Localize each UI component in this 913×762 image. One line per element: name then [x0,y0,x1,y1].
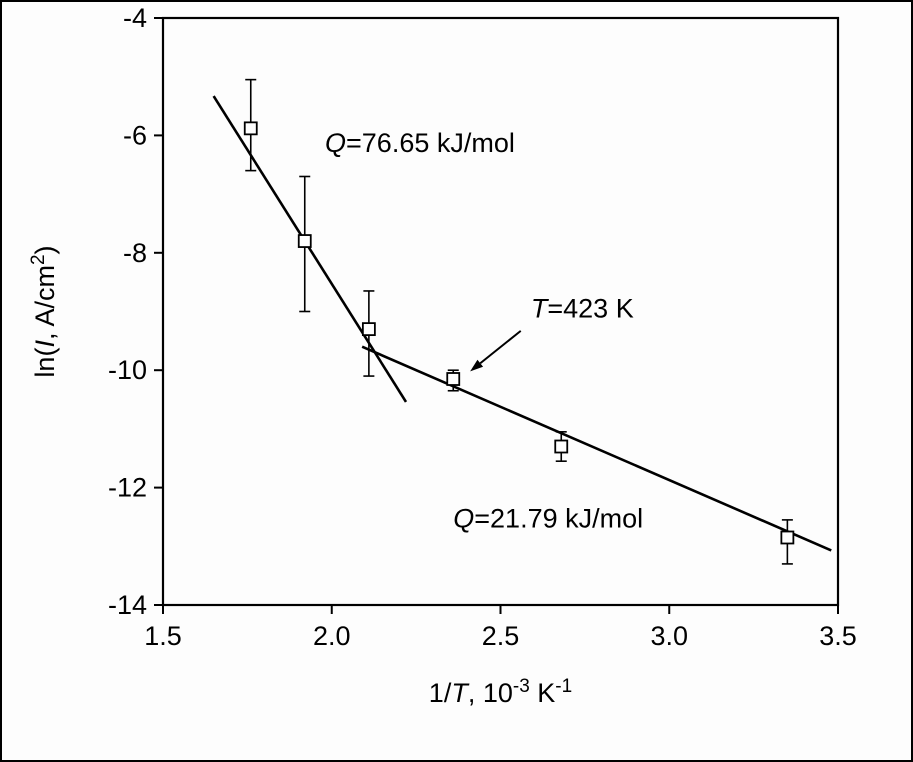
annotation-q-high: Q=76.65 kJ/mol [325,128,515,158]
annotation-t-423: T=423 K [531,293,634,323]
x-axis-label: 1/T, 10-3 K-1 [429,676,572,708]
x-tick-label: 2.0 [313,621,351,651]
data-series [243,78,795,565]
data-point-marker [780,530,795,545]
y-tick-label: -6 [123,120,147,150]
arrow-head [470,359,484,372]
data-point-marker [243,121,258,136]
y-tick-label: -14 [108,590,147,620]
fit-lines [212,95,832,552]
x-tick-label: 3.5 [819,621,857,651]
y-axis-label: ln(I, A/cm2) [28,245,60,377]
y-tick-label: -8 [123,238,147,268]
y-tick-label: -12 [108,473,147,503]
data-point-marker [297,234,312,248]
x-tick-label: 3.0 [650,621,688,651]
low-activation-segment [361,345,832,552]
y-tick-label: -10 [108,355,147,385]
data-point-marker [361,322,376,337]
x-axis: 1.5 2.0 2.5 3.0 3.5 [144,605,857,651]
data-point-marker [446,372,461,386]
x-tick-label: 2.5 [482,621,520,651]
y-tick-label: -4 [123,3,147,33]
x-tick-label: 1.5 [144,621,182,651]
annotation-arrow [470,330,522,372]
annotation-q-low: Q=21.79 kJ/mol [453,504,643,534]
y-axis: -14 -12 -10 -8 -6 -4 [108,3,163,620]
arrow-shaft [479,330,522,365]
data-point-marker [554,439,569,454]
